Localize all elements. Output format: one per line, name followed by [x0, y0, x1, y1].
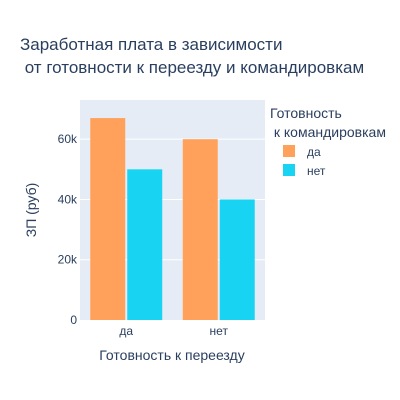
chart-title-line1: Заработная плата в зависимости — [20, 35, 282, 54]
bar — [90, 118, 126, 321]
x-tick-labels: да нет — [119, 324, 228, 338]
x-axis-label: Готовность к переезду — [99, 347, 244, 363]
y-tick-label: 40k — [58, 192, 78, 206]
bar — [127, 169, 163, 320]
legend-item-label[interactable]: нет — [307, 164, 326, 178]
y-axis-label: ЗП (руб) — [23, 183, 39, 238]
x-tick-label: нет — [210, 324, 229, 338]
y-tick-label: 60k — [58, 132, 78, 146]
legend-title-line1: Готовность — [270, 105, 342, 121]
legend-swatch[interactable] — [283, 164, 295, 176]
legend-title-line2: к командировкам — [270, 124, 386, 140]
bars — [90, 118, 255, 321]
legend-item-label[interactable]: да — [307, 145, 321, 159]
legend-swatch[interactable] — [283, 145, 295, 157]
y-tick-label: 0 — [70, 313, 77, 327]
chart-title-line2: от готовности к переезду и командировкам — [20, 58, 364, 77]
x-tick-label: да — [119, 324, 133, 338]
y-tick-labels: 0 20k 40k 60k — [58, 132, 78, 327]
y-tick-label: 20k — [58, 253, 78, 267]
bar — [182, 139, 218, 320]
bar — [219, 199, 255, 320]
legend: да нет — [283, 145, 326, 178]
